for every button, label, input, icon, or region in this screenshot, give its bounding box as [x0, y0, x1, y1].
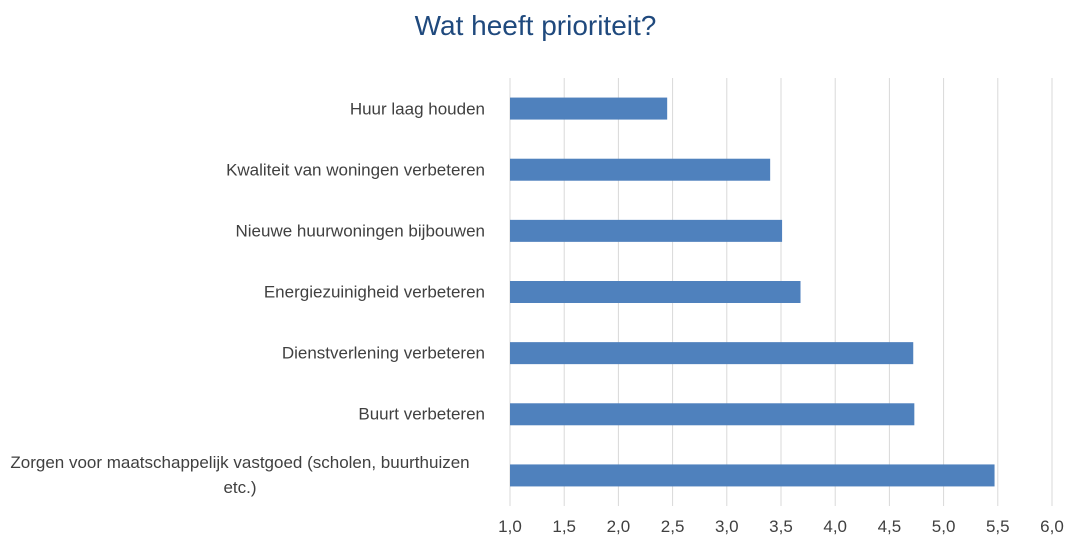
bar [510, 281, 801, 303]
x-tick-label: 1,0 [498, 517, 522, 536]
bar [510, 219, 783, 242]
y-tick-label: Huur laag houden [0, 96, 485, 121]
bar [510, 403, 915, 426]
x-tick-label: 2,0 [606, 517, 631, 536]
x-tick-label: 3,0 [714, 517, 739, 536]
x-tick-label: 6,0 [1040, 517, 1064, 536]
y-tick-label-text: Dienstverlening verbeteren [281, 343, 485, 363]
y-tick-label: Energiezuinigheid verbeteren [0, 280, 485, 305]
y-tick-label-text: Zorgen voor maatschappelijk vastgoed (sc… [10, 453, 470, 498]
bar [510, 97, 668, 120]
x-tick-label: 5,5 [985, 517, 1010, 536]
y-tick-label-text: Huur laag houden [349, 99, 485, 119]
x-tick-label: 5,0 [931, 517, 956, 536]
y-tick-label-text: Energiezuinigheid verbeteren [263, 282, 485, 302]
y-tick-label-text: Kwaliteit van woningen verbeteren [226, 160, 485, 180]
chart-title: Wat heeft prioriteit? [414, 10, 657, 41]
y-tick-label-text: Buurt verbeteren [358, 404, 485, 424]
y-tick-label: Dienstverlening verbeteren [0, 341, 485, 366]
y-tick-label: Nieuwe huurwoningen bijbouwen [0, 218, 485, 243]
x-tick-label: 2,5 [660, 517, 685, 536]
y-tick-label-text: Nieuwe huurwoningen bijbouwen [235, 221, 485, 241]
bar [510, 464, 995, 487]
bar [510, 342, 914, 365]
y-tick-label: Kwaliteit van woningen verbeteren [0, 157, 485, 182]
x-tick-label: 1,5 [552, 517, 576, 536]
x-tick-label: 4,5 [877, 517, 902, 536]
y-tick-label: Buurt verbeteren [0, 402, 485, 427]
x-tick-label: 4,0 [823, 517, 847, 536]
x-tick-label: 3,5 [769, 517, 793, 536]
y-tick-label: Zorgen voor maatschappelijk vastgoed (sc… [0, 450, 485, 500]
bar [510, 158, 771, 181]
